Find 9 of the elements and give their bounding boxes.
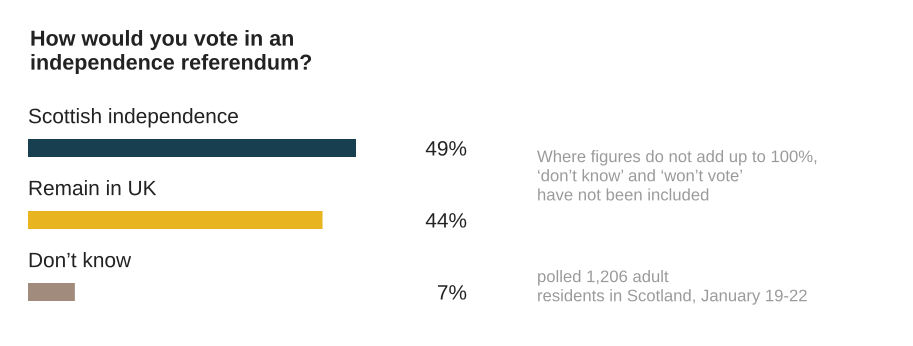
text: Where figures do not add up to 100%, ‘don’t know’ and ‘won’t vote’ have not been included	[537, 150, 816, 201]
y-tick-label: Scottish independence	[28, 108, 238, 128]
y-tick-label: Don’t know	[30, 252, 132, 268]
text: polled 1,206 adult residents in Scotland, January 19-22	[538, 270, 807, 305]
data-label: 49%	[426, 141, 466, 156]
data-label: 44%	[426, 213, 466, 228]
y-tick-label: Remain in UK	[30, 180, 156, 196]
data-label: 7%	[438, 285, 466, 300]
chart-title: How would you vote in an independence referendum?	[31, 30, 312, 74]
